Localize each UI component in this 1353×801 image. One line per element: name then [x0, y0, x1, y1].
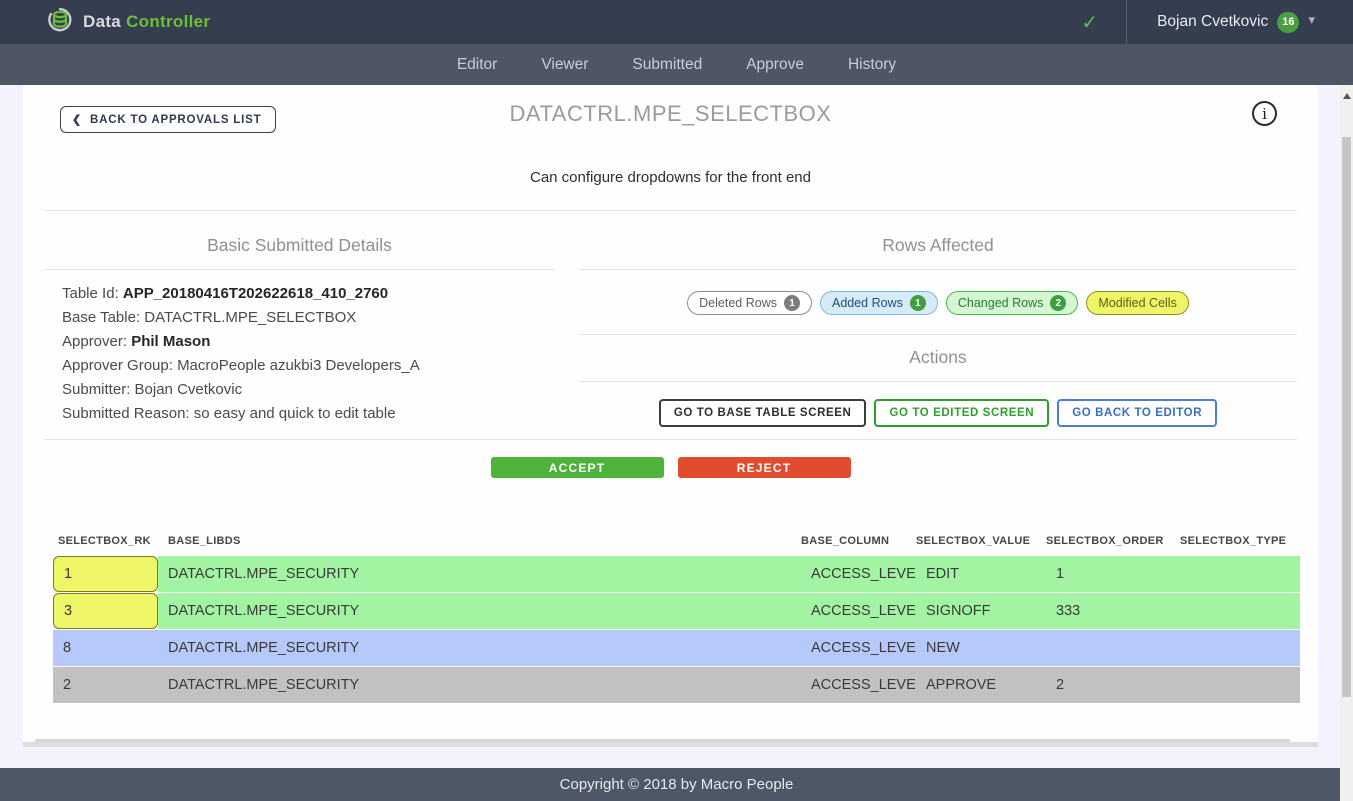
divider: [44, 439, 1297, 441]
main-nav: Editor Viewer Submitted Approve History: [0, 44, 1353, 85]
rows-affected-heading: Rows Affected: [882, 235, 994, 256]
brand-name: Data Controller: [83, 12, 211, 31]
modified-cells-pill[interactable]: Modified Cells: [1086, 291, 1189, 316]
reject-button[interactable]: REJECT: [677, 457, 851, 479]
added-rows-count: 1: [909, 295, 926, 312]
user-count-badge: 16: [1277, 11, 1300, 33]
copyright-text: Copyright © 2018 by Macro People: [559, 776, 794, 793]
divider: [579, 334, 1297, 336]
detail-approver-group: Approver Group: MacroPeople azukbi3 Deve…: [62, 357, 420, 375]
divider: [579, 381, 1297, 383]
col-selectbox-rk[interactable]: SELECTBOX_RK: [58, 534, 151, 547]
detail-submitted-reason: Submitted Reason: so easy and quick to e…: [62, 405, 396, 423]
divider: [44, 269, 555, 271]
col-selectbox-type[interactable]: SELECTBOX_TYPE: [1180, 534, 1287, 547]
rows-affected-panel: Rows Affected Deleted Rows 1 Added Rows …: [579, 211, 1297, 439]
scrollbar-thumb[interactable]: [1342, 137, 1351, 697]
detail-submitter: Submitter: Bojan Cvetkovic: [62, 381, 243, 399]
table-row[interactable]: 8 DATACTRL.MPE_SECURITY ACCESS_LEVEL NEW: [53, 630, 1300, 667]
footer: Copyright © 2018 by Macro People: [0, 768, 1353, 801]
col-base-libds[interactable]: BASE_LIBDS: [168, 534, 241, 547]
added-rows-pill[interactable]: Added Rows 1: [819, 291, 938, 316]
approval-detail-card: ❮ BACK TO APPROVALS LIST DATACTRL.MPE_SE…: [23, 85, 1318, 747]
database-logo-icon: [46, 6, 74, 39]
detail-approver: Approver: Phil Mason: [62, 333, 211, 351]
horizontal-scrollbar[interactable]: [23, 742, 1318, 747]
col-selectbox-order[interactable]: SELECTBOX_ORDER: [1046, 534, 1164, 547]
main-area: ❮ BACK TO APPROVALS LIST DATACTRL.MPE_SE…: [0, 85, 1353, 768]
user-menu[interactable]: Bojan Cvetkovic 16 ▾: [1127, 11, 1353, 33]
deleted-rows-count: 1: [783, 295, 800, 312]
app-logo[interactable]: Data Controller: [0, 6, 210, 39]
deleted-rows-pill[interactable]: Deleted Rows 1: [687, 291, 812, 316]
scroll-up-arrow-icon[interactable]: [1342, 93, 1351, 99]
divider: [44, 210, 1297, 212]
diff-table: SELECTBOX_RK BASE_LIBDS BASE_COLUMN SELE…: [53, 526, 1300, 704]
details-heading: Basic Submitted Details: [207, 235, 392, 256]
back-to-approvals-button[interactable]: ❮ BACK TO APPROVALS LIST: [60, 106, 277, 133]
go-to-base-table-button[interactable]: GO TO BASE TABLE SCREEN: [658, 399, 867, 428]
table-row[interactable]: 2 DATACTRL.MPE_SECURITY ACCESS_LEVEL APP…: [53, 667, 1300, 704]
accept-button[interactable]: ACCEPT: [490, 457, 664, 479]
user-name: Bojan Cvetkovic: [1157, 13, 1269, 30]
go-back-to-editor-button[interactable]: GO BACK TO EDITOR: [1057, 399, 1218, 428]
table-description: Can configure dropdowns for the front en…: [529, 169, 811, 187]
col-selectbox-value[interactable]: SELECTBOX_VALUE: [916, 534, 1031, 547]
vertical-scrollbar[interactable]: [1340, 85, 1353, 801]
table-row[interactable]: 1 DATACTRL.MPE_SECURITY ACCESS_LEVEL EDI…: [53, 556, 1300, 593]
divider: [579, 269, 1297, 271]
chevron-down-icon: ▾: [1308, 12, 1315, 27]
chevron-left-icon: ❮: [72, 114, 83, 126]
table-header-row: SELECTBOX_RK BASE_LIBDS BASE_COLUMN SELE…: [53, 526, 1300, 555]
tab-approve[interactable]: Approve: [746, 55, 804, 73]
top-header-bar: Data Controller ✓ Bojan Cvetkovic 16 ▾: [0, 0, 1353, 44]
status-check-icon[interactable]: ✓: [1081, 11, 1099, 34]
detail-base-table: Base Table: DATACTRL.MPE_SELECTBOX: [62, 309, 357, 327]
tab-submitted[interactable]: Submitted: [632, 55, 703, 73]
actions-heading: Actions: [909, 347, 967, 368]
changed-rows-pill[interactable]: Changed Rows 2: [945, 291, 1079, 316]
go-to-edited-screen-button[interactable]: GO TO EDITED SCREEN: [874, 399, 1050, 428]
tab-viewer[interactable]: Viewer: [541, 55, 589, 73]
page-title: DATACTRL.MPE_SELECTBOX: [509, 101, 832, 126]
header-divider: [1126, 0, 1128, 44]
table-row[interactable]: 3 DATACTRL.MPE_SECURITY ACCESS_LEVEL SIG…: [53, 593, 1300, 630]
tab-editor[interactable]: Editor: [456, 55, 498, 73]
col-base-column[interactable]: BASE_COLUMN: [801, 534, 890, 547]
changed-rows-count: 2: [1050, 295, 1067, 312]
table-horizontal-scrollbar[interactable]: [35, 739, 1290, 743]
detail-table-id: Table Id: APP_20180416T202622618_410_276…: [62, 285, 389, 303]
basic-submitted-details-panel: Basic Submitted Details Table Id: APP_20…: [44, 211, 555, 439]
info-icon[interactable]: i: [1252, 101, 1277, 126]
tab-history[interactable]: History: [847, 55, 897, 73]
